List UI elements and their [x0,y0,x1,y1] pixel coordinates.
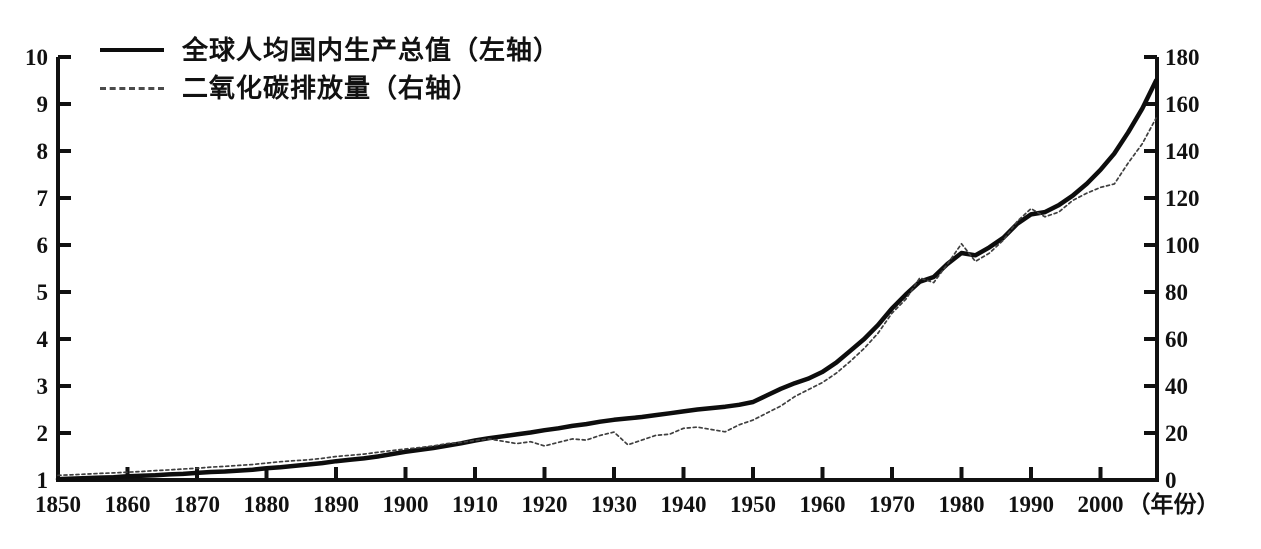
x-tick-label: 1960 [800,492,846,517]
x-tick-label: 1980 [939,492,985,517]
x-tick-label: 1990 [1008,492,1054,517]
y-right-tick-label: 160 [1165,92,1200,117]
x-tick-label: 1880 [244,492,290,517]
x-tick-label: 1910 [452,492,498,517]
y-right-tick-label: 100 [1165,233,1200,258]
x-tick-label: 1950 [730,492,776,517]
legend-item-co2: 二氧化碳排放量（右轴） [100,72,560,104]
y-right-tick-label: 60 [1165,327,1188,352]
y-right-tick-label: 180 [1165,45,1200,70]
x-tick-label: 1900 [383,492,429,517]
series-line-co2 [57,117,1157,477]
x-tick-label: 1920 [522,492,568,517]
x-tick-label: 1970 [869,492,915,517]
x-tick-label: 1860 [105,492,151,517]
legend-label-gdp: 全球人均国内生产总值（左轴） [182,35,561,65]
legend-label-co2: 二氧化碳排放量（右轴） [182,73,480,103]
chart-legend: 全球人均国内生产总值（左轴） 二氧化碳排放量（右轴） [100,34,560,104]
legend-item-gdp: 全球人均国内生产总值（左轴） [100,34,560,66]
series-line-gdp [55,78,1159,482]
y-left-tick-label: 1 [37,468,49,493]
y-left-tick-label: 2 [37,421,49,446]
y-left-tick-label: 4 [37,327,49,352]
x-tick-label: 1870 [174,492,220,517]
y-right-tick-label: 80 [1165,280,1188,305]
x-tick-label: 1890 [313,492,359,517]
x-tick-label: 1930 [591,492,637,517]
y-right-tick-label: 40 [1165,374,1188,399]
y-left-tick-label: 5 [37,280,49,305]
y-left-tick-label: 8 [37,139,49,164]
y-left-tick-label: 3 [37,374,49,399]
y-left-tick-label: 7 [37,186,49,211]
y-left-tick-label: 6 [37,233,49,258]
x-axis-unit-label: （年份） [1128,491,1220,517]
x-tick-label: 1850 [35,492,81,517]
y-right-tick-label: 0 [1165,468,1177,493]
y-right-tick-label: 120 [1165,186,1200,211]
y-left-tick-label: 10 [25,45,48,70]
dotted-line-swatch [100,86,164,90]
y-right-tick-label: 140 [1165,139,1200,164]
y-right-tick-label: 20 [1165,421,1188,446]
y-left-tick-label: 9 [37,92,49,117]
solid-line-swatch [100,48,164,52]
x-tick-label: 1940 [661,492,707,517]
x-tick-label: 2000 [1078,492,1124,517]
